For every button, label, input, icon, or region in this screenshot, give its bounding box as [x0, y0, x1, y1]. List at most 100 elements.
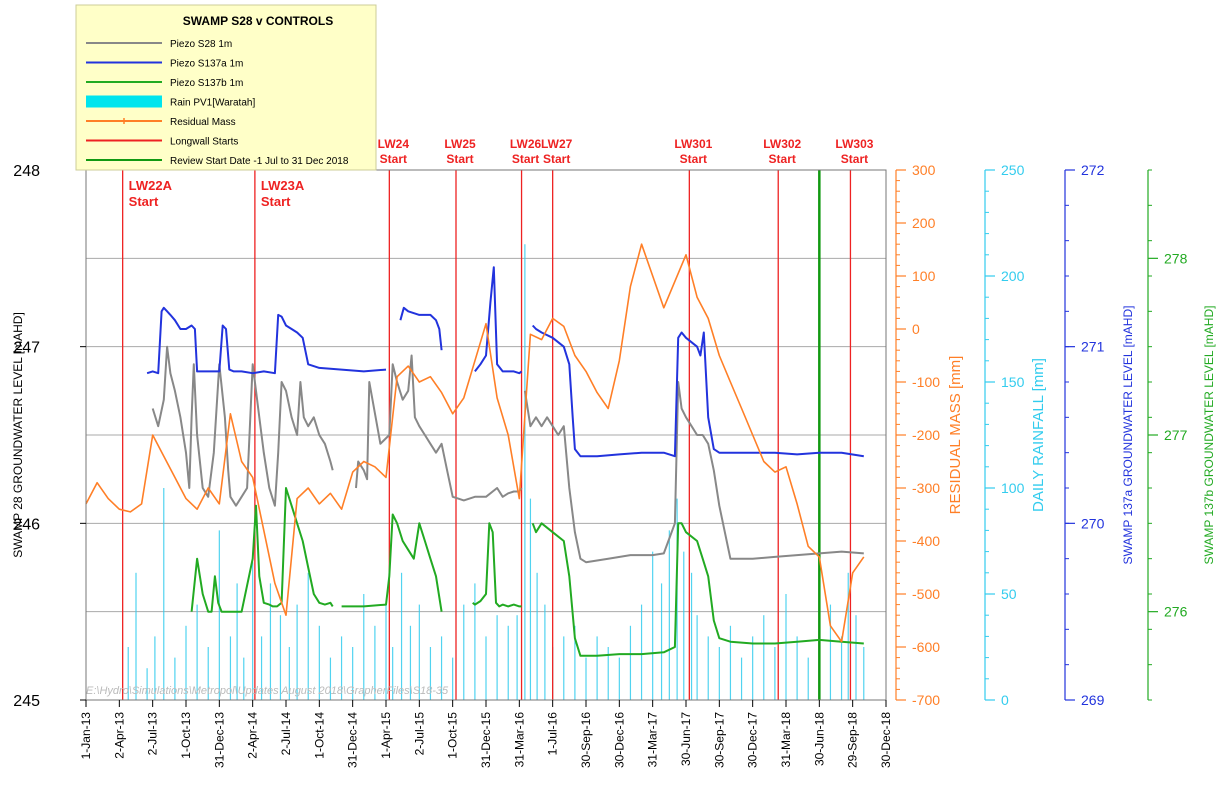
longwall-labels: LW22AStartLW23AStartLW24StartLW25StartLW… — [129, 137, 874, 209]
longwall-label: LW25 — [444, 137, 476, 151]
residual-tick-label: 300 — [912, 162, 936, 178]
rain-tick-label: 200 — [1001, 268, 1025, 284]
x-tick-label: 2-Apr-14 — [246, 712, 260, 759]
residual-tick-label: -200 — [912, 427, 940, 443]
longwall-label: LW302 — [763, 137, 801, 151]
rain-tick-label: 0 — [1001, 692, 1009, 708]
longwall-label: LW27 — [541, 137, 573, 151]
rain-tick-label: 100 — [1001, 480, 1025, 496]
x-tick-label: 1-Oct-15 — [446, 712, 460, 759]
legend-label: Piezo S137b 1m — [170, 78, 243, 89]
left-tick-label: 246 — [13, 516, 40, 533]
s137b-tick-label: 278 — [1164, 250, 1188, 266]
s137a-tick-label: 269 — [1081, 692, 1105, 708]
series-line — [399, 306, 443, 351]
residual-tick-label: -100 — [912, 374, 940, 390]
rain-tick-label: 250 — [1001, 162, 1025, 178]
x-tick-label: 2-Jul-14 — [279, 712, 293, 756]
longwall-label-start: Start — [380, 152, 407, 166]
x-tick-label: 1-Jul-16 — [546, 712, 560, 756]
legend-swatch — [86, 95, 162, 108]
longwall-label: LW22A — [129, 178, 173, 193]
longwall-label-start: Start — [129, 194, 159, 209]
x-tick-label: 31-Dec-13 — [212, 712, 226, 768]
series-line — [474, 266, 523, 375]
footnote: E:\Hydro\Simulations\Metropol\Updates Au… — [86, 685, 449, 697]
residual-tick-label: 0 — [912, 321, 920, 337]
residual-tick-label: 100 — [912, 268, 936, 284]
data-series — [85, 243, 865, 657]
series-line — [190, 487, 334, 613]
x-tick-label: 30-Dec-17 — [746, 712, 760, 768]
residual-tick-label: -700 — [912, 692, 940, 708]
series-line — [531, 522, 864, 657]
s137b-tick-label: 276 — [1164, 604, 1188, 620]
rain-axis-label: DAILY RAINFALL [mm] — [1030, 358, 1047, 512]
s137b-tick-label: 277 — [1164, 427, 1188, 443]
longwall-label-start: Start — [680, 152, 707, 166]
residual-tick-label: -400 — [912, 533, 940, 549]
x-tick-label: 31-Dec-14 — [346, 712, 360, 768]
s137a-axis-label: SWAMP 137a GROUNDWATER LEVEL [mAHD] — [1121, 306, 1135, 565]
legend: SWAMP S28 v CONTROLS Piezo S28 1m Piezo S… — [75, 4, 377, 171]
longwall-label: LW303 — [835, 137, 873, 151]
rain-tick-label: 150 — [1001, 374, 1025, 390]
series-line — [151, 345, 334, 507]
x-tick-label: 31-Mar-17 — [646, 712, 660, 768]
x-tick-label: 1-Oct-14 — [312, 712, 326, 759]
s137a-tick-label: 272 — [1081, 162, 1105, 178]
series-line — [146, 306, 387, 375]
x-tick-label: 30-Dec-18 — [879, 712, 893, 768]
x-tick-label: 31-Mar-18 — [779, 712, 793, 768]
legend-box — [75, 4, 377, 171]
longwall-label: LW26 — [510, 137, 542, 151]
x-tick-label: 1-Oct-13 — [179, 712, 193, 759]
series-line — [472, 522, 522, 608]
x-tick-label: 31-Mar-16 — [512, 712, 526, 768]
legend-label: Rain PV1[Waratah] — [170, 98, 255, 109]
legend-label: Review Start Date -1 Jul to 31 Dec 2018 — [170, 156, 349, 167]
s137b-axis-label: SWAMP 137b GROUNDWATER LEVEL [mAHD] — [1202, 306, 1216, 565]
legend-label: Piezo S137a 1m — [170, 59, 243, 70]
residual-tick-label: -500 — [912, 586, 940, 602]
residual-tick-label: -600 — [912, 639, 940, 655]
rain-tick-label: 50 — [1001, 586, 1017, 602]
longwall-label-start: Start — [769, 152, 796, 166]
longwall-label: LW23A — [261, 178, 305, 193]
residual-tick-label: -300 — [912, 480, 940, 496]
longwall-lines — [122, 170, 852, 700]
x-tick-label: 29-Sep-18 — [846, 712, 860, 768]
left-tick-label: 248 — [13, 163, 40, 180]
residual-axis-label: RESIDUAL MASS [mm] — [947, 356, 964, 515]
legend-label: Piezo S28 1m — [170, 39, 232, 50]
x-tick-label: 30-Jun-17 — [679, 712, 693, 766]
legend-label: Residual Mass — [170, 117, 236, 128]
s137a-tick-label: 271 — [1081, 339, 1105, 355]
left-tick-label: 247 — [13, 340, 40, 357]
x-tick-label: 1-Apr-15 — [379, 712, 393, 759]
x-tick-label: 2-Apr-13 — [112, 712, 126, 759]
legend-label: Longwall Starts — [170, 137, 238, 148]
series-line — [355, 354, 523, 502]
residual-tick-label: 200 — [912, 215, 936, 231]
series-line — [531, 324, 864, 458]
series-line — [85, 243, 865, 643]
longwall-label: LW24 — [378, 137, 410, 151]
longwall-label-start: Start — [261, 194, 291, 209]
series-line — [341, 513, 443, 612]
x-tick-label: 1-Jan-13 — [79, 712, 93, 760]
x-tick-label: 30-Jun-18 — [812, 712, 826, 766]
longwall-label-start: Start — [446, 152, 473, 166]
x-tick-label: 2-Jul-13 — [146, 712, 160, 756]
x-tick-label: 30-Sep-16 — [579, 712, 593, 768]
x-tick-label: 31-Dec-15 — [479, 712, 493, 768]
axes: 245 246 247 248 SWAMP 28 GROUNDWATER LEVEL [… — [11, 162, 1216, 768]
x-tick-label: 2-Jul-15 — [412, 712, 426, 756]
left-tick-label: 245 — [13, 693, 40, 710]
x-tick-label: 30-Dec-16 — [612, 712, 626, 768]
s137a-tick-label: 270 — [1081, 515, 1105, 531]
x-tick-label: 30-Sep-17 — [712, 712, 726, 768]
left-axis-label: SWAMP 28 GROUNDWATER LEVEL [mAHD] — [11, 312, 25, 558]
chart-title: SWAMP S28 v CONTROLS — [183, 14, 333, 28]
